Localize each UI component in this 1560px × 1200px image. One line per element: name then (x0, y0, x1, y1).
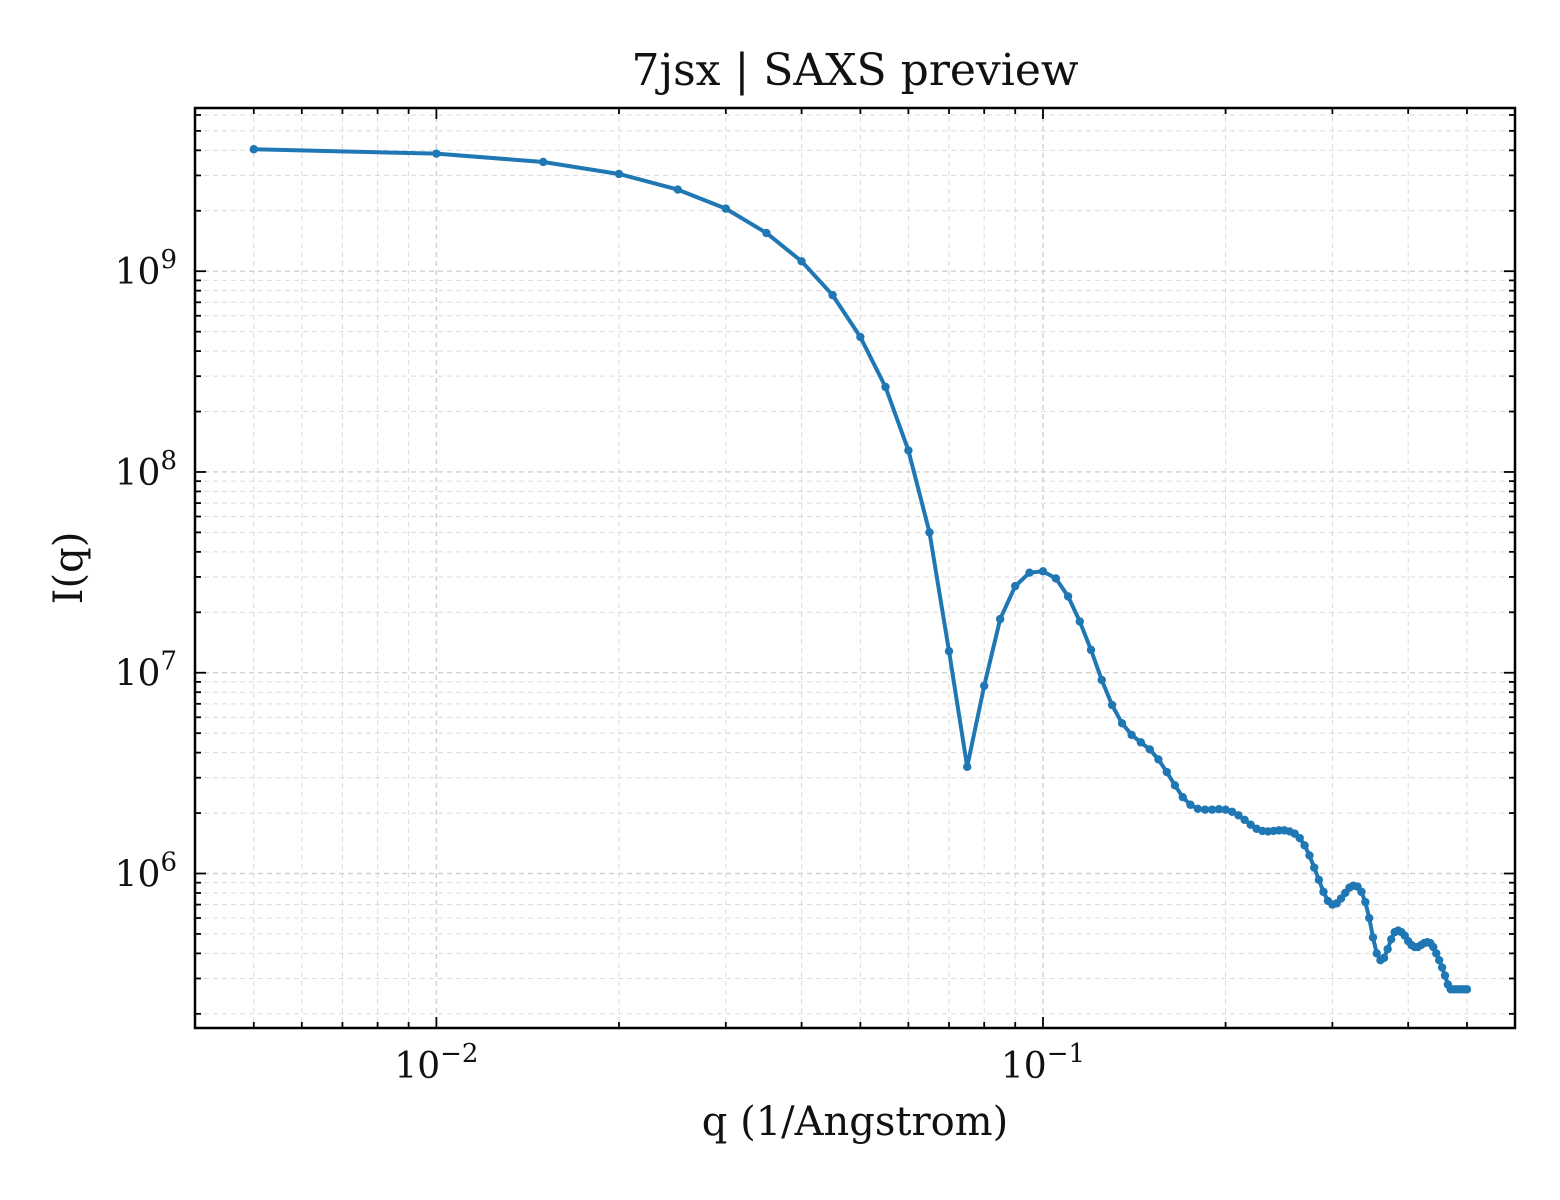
data-point (1097, 675, 1106, 685)
data-point (1063, 592, 1073, 601)
data-point (1368, 933, 1378, 942)
series-layer (249, 145, 1472, 994)
x-tick-label: 10−1 (1001, 1039, 1085, 1087)
data-point (856, 332, 865, 342)
data-point (1117, 719, 1127, 728)
data-point (249, 145, 258, 154)
data-point (1186, 800, 1195, 809)
y-tick-label: 106 (115, 848, 177, 896)
data-point (673, 185, 682, 194)
data-point (1240, 815, 1249, 825)
data-point (1379, 953, 1389, 963)
data-point (995, 614, 1005, 624)
y-axis-label: I(q) (46, 532, 92, 605)
data-point (944, 647, 954, 656)
data-point (1310, 863, 1319, 872)
data-point (1214, 805, 1224, 814)
data-point (1200, 805, 1210, 814)
data-point (797, 257, 806, 266)
data-point (828, 290, 837, 300)
data-point (1386, 935, 1396, 944)
data-point (721, 204, 731, 213)
tick-labels: 10−2 10−1 106 107 108 109 (115, 245, 1085, 1087)
data-point (1086, 645, 1096, 655)
data-point (1462, 985, 1472, 994)
data-point (1193, 804, 1203, 814)
data-point (1372, 949, 1381, 958)
data-point (1075, 617, 1085, 626)
data-point (1162, 767, 1172, 777)
data-point (1365, 913, 1374, 923)
data-point (881, 382, 890, 392)
data-point (1234, 811, 1243, 820)
data-point (762, 228, 771, 238)
data-point (1051, 574, 1061, 583)
data-point (1025, 568, 1034, 577)
data-point (1107, 700, 1117, 710)
x-axis-label: q (1/Angstrom) (702, 1099, 1008, 1145)
data-point (1429, 942, 1438, 952)
data-point (1314, 875, 1324, 885)
data-point (1145, 745, 1155, 754)
data-point (1305, 851, 1314, 860)
data-point (1435, 955, 1444, 965)
grid (194, 108, 1515, 1028)
y-tick-label: 109 (115, 245, 177, 293)
data-point (1432, 949, 1441, 958)
data-point (1361, 897, 1370, 907)
data-point (1170, 781, 1180, 790)
data-point (1246, 820, 1255, 829)
data-point (432, 149, 441, 158)
data-point (1136, 738, 1146, 747)
y-tick-label: 107 (115, 647, 177, 695)
data-point (1227, 807, 1237, 816)
plot-frame (193, 106, 1517, 1030)
data-point (1038, 567, 1048, 576)
data-point (1127, 730, 1136, 740)
chart-title: 7jsx | SAXS preview (631, 45, 1078, 96)
data-point (1154, 755, 1163, 764)
data-point (1221, 805, 1230, 814)
data-point (979, 681, 989, 691)
x-tick-label: 10−2 (394, 1039, 478, 1087)
tick-marks (194, 108, 1515, 1028)
data-point (539, 157, 548, 167)
data-point (1207, 805, 1217, 814)
y-tick-label: 108 (115, 446, 177, 494)
data-point (962, 762, 972, 771)
data-point (1178, 792, 1187, 802)
data-point (1319, 887, 1328, 897)
data-point (614, 169, 624, 179)
data-point (925, 528, 934, 537)
data-point (1295, 833, 1304, 843)
data-point (1011, 581, 1020, 591)
data-point (1300, 841, 1309, 850)
data-point (904, 446, 913, 455)
data-point (1440, 971, 1450, 980)
data-point (1357, 887, 1366, 897)
data-point (1437, 963, 1447, 972)
data-point (1383, 944, 1392, 954)
